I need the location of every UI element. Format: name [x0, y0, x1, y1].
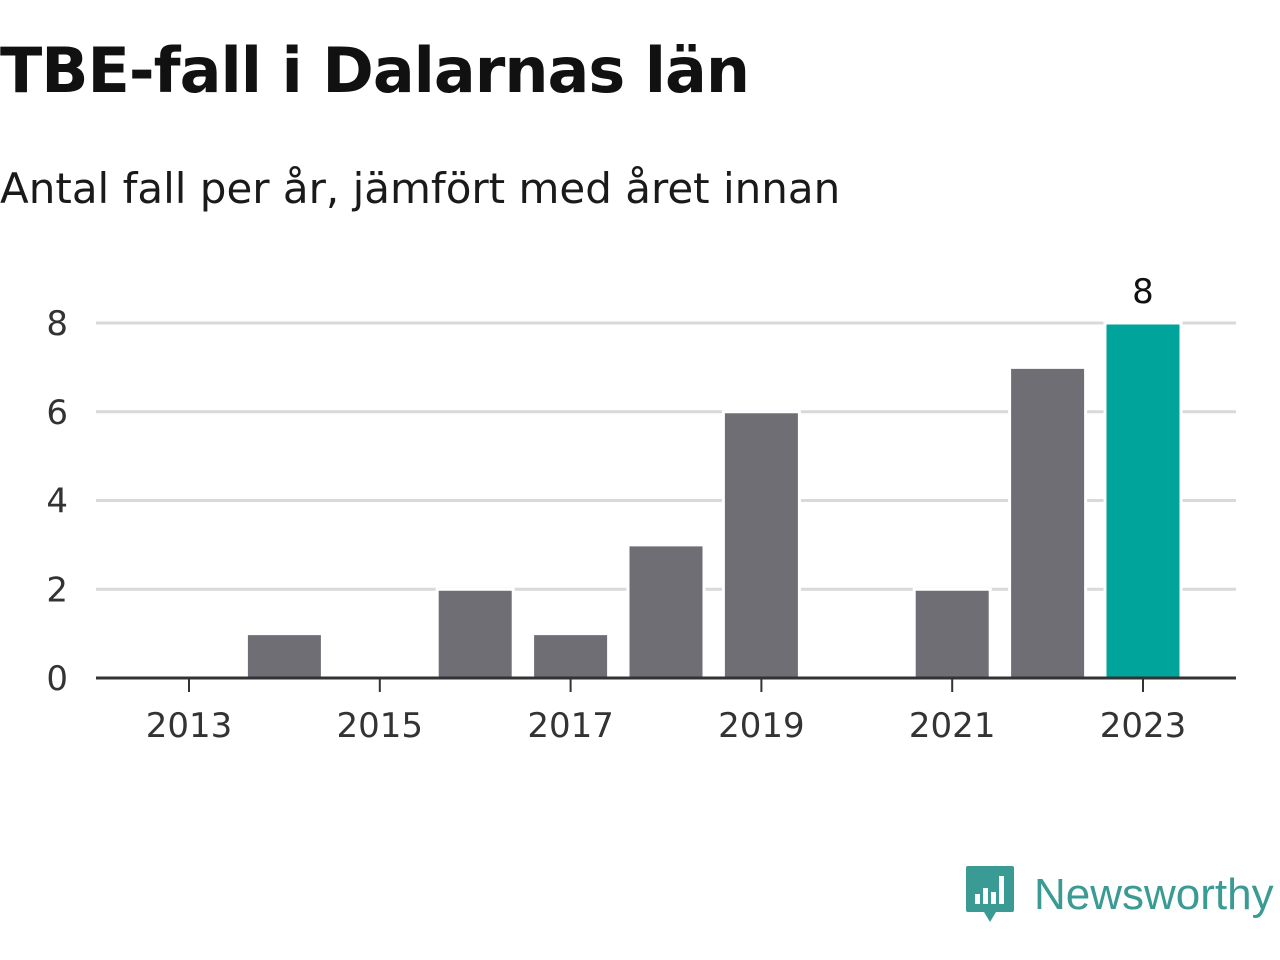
chart-title: TBE-fall i Dalarnas län — [0, 34, 750, 107]
x-axis-labels: 2013 2015 2017 2019 2021 2023 — [146, 706, 1187, 746]
y-axis-labels: 0 2 4 6 8 — [46, 304, 68, 699]
bar-2018 — [626, 543, 706, 680]
x-axis — [96, 676, 1236, 692]
bar-2014 — [244, 632, 324, 680]
bar-2021 — [912, 587, 992, 680]
x-tick-label: 2017 — [527, 706, 614, 746]
x-tick-label: 2013 — [146, 706, 233, 746]
y-tick-label: 8 — [46, 304, 68, 344]
newsworthy-logo-icon — [966, 866, 1014, 922]
y-tick-label: 2 — [46, 570, 68, 610]
bar-2019 — [721, 410, 801, 680]
bar-2022 — [1008, 365, 1088, 680]
brand-logo: Newsworthy — [964, 864, 1274, 926]
x-tick-label: 2023 — [1100, 706, 1187, 746]
y-tick-label: 6 — [46, 393, 68, 433]
bar-2016 — [435, 587, 515, 680]
brand-name: Newsworthy — [1034, 870, 1274, 919]
chart-subtitle: Antal fall per år, jämfört med året inna… — [0, 164, 841, 213]
data-labels: 8 — [1132, 272, 1154, 312]
x-tick-label: 2015 — [337, 706, 424, 746]
bar-chart: 0 2 4 6 8 2013 2015 2017 2019 2021 2023 8 — [46, 272, 1236, 746]
x-tick-label: 2021 — [909, 706, 996, 746]
y-tick-label: 0 — [46, 659, 68, 699]
bar-2023 — [1103, 321, 1183, 680]
x-tick-label: 2019 — [718, 706, 805, 746]
data-label: 8 — [1132, 272, 1154, 312]
bar-2017 — [531, 632, 611, 680]
y-tick-label: 4 — [46, 482, 68, 522]
